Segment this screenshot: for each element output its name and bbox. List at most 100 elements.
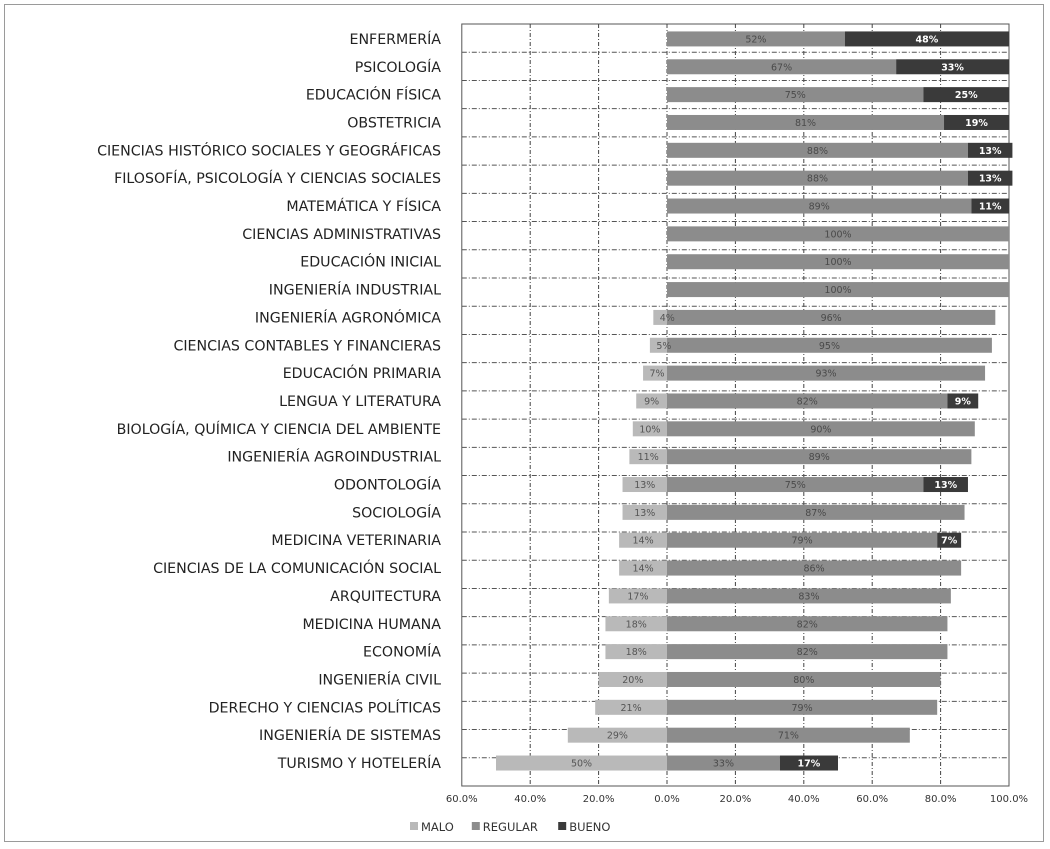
bar-label-regular: 81% — [795, 118, 816, 129]
bar-label-bueno: 17% — [798, 759, 821, 770]
bar-label-malo: 14% — [632, 564, 653, 575]
bar-label-malo: 13% — [634, 508, 655, 519]
bars — [496, 31, 1012, 770]
category-label: INGENIERÍA CIVIL — [318, 671, 441, 688]
category-label: EDUCACIÓN FÍSICA — [306, 86, 441, 104]
x-tick-label: 20.0% — [720, 794, 752, 805]
bar-label-malo: 4% — [660, 313, 675, 324]
category-label: SOCIOLOGÍA — [352, 504, 441, 521]
bar-label-bueno: 13% — [979, 146, 1002, 157]
bar-label-bueno: 13% — [934, 480, 957, 491]
bar-label-regular: 89% — [809, 452, 830, 463]
bar-label-regular: 71% — [778, 731, 799, 742]
bar-label-malo: 10% — [639, 424, 660, 435]
bar-label-regular: 87% — [805, 508, 826, 519]
category-label: MEDICINA VETERINARIA — [271, 533, 441, 549]
x-tick-label: 60.0% — [446, 794, 478, 805]
x-tick-label: 60.0% — [856, 794, 888, 805]
category-label: INGENIERÍA AGROINDUSTRIAL — [227, 449, 441, 466]
bar-label-bueno: 13% — [979, 174, 1002, 185]
bar-label-malo: 18% — [626, 647, 647, 658]
x-tick-label: 40.0% — [514, 794, 546, 805]
bar-label-regular: 82% — [797, 647, 818, 658]
bar-label-bueno: 7% — [941, 536, 958, 547]
bar-label-malo: 9% — [644, 396, 659, 407]
category-label: CIENCIAS HISTÓRICO SOCIALES Y GEOGRÁFICA… — [97, 141, 441, 159]
category-label: MEDICINA HUMANA — [302, 617, 441, 633]
bar-label-bueno: 19% — [965, 118, 988, 129]
x-tick-label: 100.0% — [990, 794, 1028, 805]
bar-label-malo: 7% — [650, 369, 665, 380]
legend-label-malo: MALO — [421, 820, 454, 834]
bar-label-regular: 88% — [807, 174, 828, 185]
bar-label-malo: 20% — [622, 675, 643, 686]
bar-label-regular: 89% — [809, 202, 830, 213]
legend-swatch-regular — [472, 822, 480, 830]
bar-label-bueno: 48% — [916, 34, 939, 45]
bar-label-regular: 86% — [803, 564, 824, 575]
category-label: ODONTOLOGÍA — [334, 477, 441, 494]
x-tick-label: 0.0% — [654, 794, 679, 805]
bar-label-regular: 83% — [798, 591, 819, 602]
category-label: CIENCIAS ADMINISTRATIVAS — [242, 227, 441, 243]
bar-label-regular: 75% — [785, 90, 806, 101]
category-label: MATEMÁTICA Y FÍSICA — [286, 198, 441, 215]
bar-label-regular: 100% — [824, 285, 851, 296]
bar-label-malo: 21% — [621, 703, 642, 714]
legend-label-bueno: BUENO — [569, 820, 610, 834]
bar-label-malo: 14% — [632, 536, 653, 547]
category-label: CIENCIAS CONTABLES Y FINANCIERAS — [173, 338, 441, 354]
category-label: OBSTETRICIA — [347, 115, 441, 131]
category-label: TURISMO Y HOTELERÍA — [277, 755, 442, 772]
bar-label-regular: 96% — [821, 313, 842, 324]
bar-label-malo: 17% — [627, 591, 648, 602]
bar-label-regular: 67% — [771, 62, 792, 73]
category-label: DERECHO Y CIENCIAS POLÍTICAS — [209, 699, 441, 716]
bar-label-malo: 13% — [634, 480, 655, 491]
bar-label-regular: 95% — [819, 341, 840, 352]
bar-label-bueno: 33% — [941, 62, 964, 73]
category-label: INGENIERÍA INDUSTRIAL — [269, 282, 441, 299]
legend-swatch-bueno — [558, 822, 566, 830]
category-label: INGENIERÍA DE SISTEMAS — [259, 727, 441, 744]
bar-label-regular: 100% — [824, 257, 851, 268]
bar-label-regular: 80% — [793, 675, 814, 686]
legend-label-regular: REGULAR — [483, 820, 538, 834]
x-tick-labels: 60.0% 40.0% 20.0% 0.0% 20.0% 40.0% 60.0% 80.0% 1… — [446, 794, 1028, 805]
category-label: EDUCACIÓN PRIMARIA — [283, 364, 442, 382]
bar-label-bueno: 25% — [955, 90, 978, 101]
category-label: ENFERMERÍA — [349, 31, 441, 48]
category-label: LENGUA Y LITERATURA — [279, 394, 441, 410]
category-label: EDUCACIÓN INICIAL — [300, 253, 441, 271]
bar-label-regular: 75% — [785, 480, 806, 491]
category-label: ECONOMÍA — [363, 644, 441, 661]
category-labels: ENFERMERÍA PSICOLOGÍA EDUCACIÓN FÍSICA OBST… — [97, 31, 441, 772]
legend-swatch-malo — [410, 822, 418, 830]
bar-label-regular: 79% — [792, 536, 813, 547]
bar-label-malo: 11% — [638, 452, 659, 463]
bar-label-bueno: 11% — [979, 202, 1002, 213]
category-label: BIOLOGÍA, QUÍMICA Y CIENCIA DEL AMBIENTE — [117, 421, 441, 438]
bar-label-malo: 50% — [571, 759, 592, 770]
category-label: PSICOLOGÍA — [355, 59, 442, 76]
bar-label-regular: 88% — [807, 146, 828, 157]
category-label: ARQUITECTURA — [330, 589, 441, 605]
legend: MALO REGULAR BUENO — [410, 820, 610, 834]
bar-label-malo: 18% — [626, 619, 647, 630]
x-tick-label: 80.0% — [925, 794, 957, 805]
bar-label-regular: 100% — [824, 229, 851, 240]
bar-label-malo: 5% — [656, 341, 671, 352]
bar-label-regular: 90% — [810, 424, 831, 435]
category-label: CIENCIAS DE LA COMUNICACIÓN SOCIAL — [153, 559, 441, 577]
bar-label-regular: 93% — [815, 369, 836, 380]
x-tick-label: 20.0% — [583, 794, 615, 805]
bar-label-regular: 82% — [797, 396, 818, 407]
x-tick-label: 40.0% — [788, 794, 820, 805]
bar-label-malo: 29% — [607, 731, 628, 742]
bar-label-regular: 33% — [713, 759, 734, 770]
bar-label-regular: 52% — [745, 34, 766, 45]
category-label: FILOSOFÍA, PSICOLOGÍA Y CIENCIAS SOCIALE… — [114, 170, 441, 187]
bar-label-regular: 82% — [797, 619, 818, 630]
bar-label-regular: 79% — [792, 703, 813, 714]
